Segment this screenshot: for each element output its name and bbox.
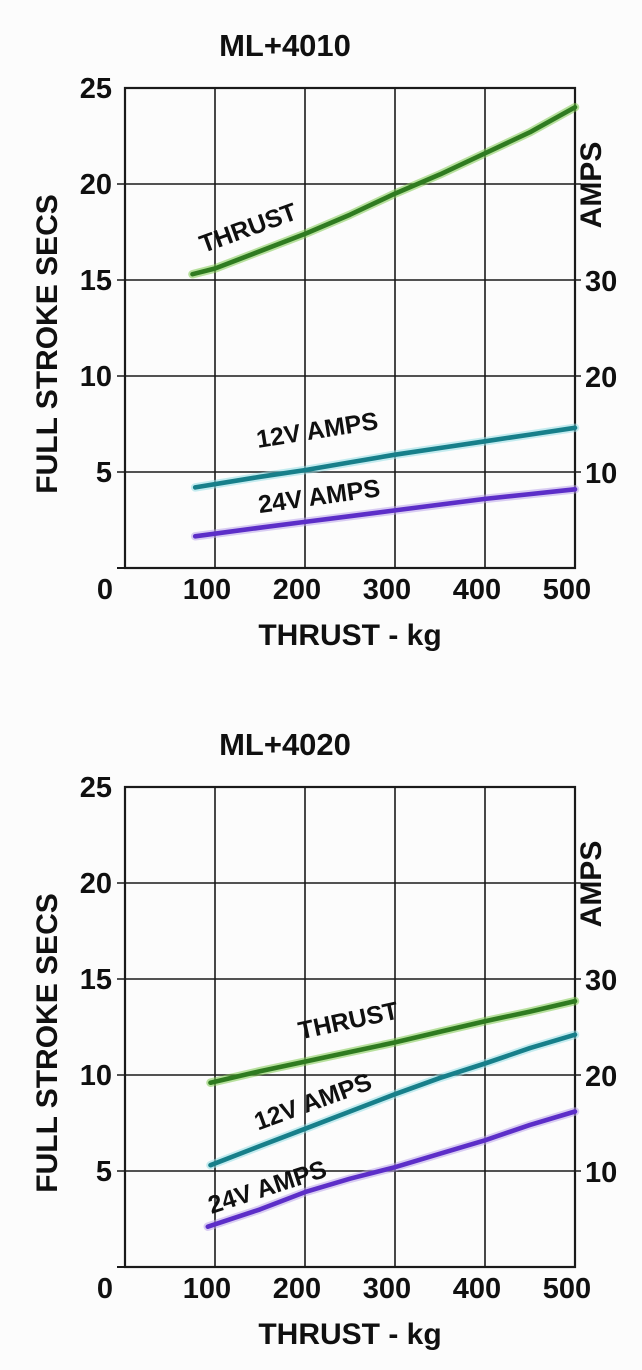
series-line-24v-amps <box>192 487 578 539</box>
y-right-tick-label: 20 <box>585 1061 617 1093</box>
y-left-tick-label: 20 <box>80 169 112 201</box>
x-tick-label: 500 <box>543 1273 591 1305</box>
x-tick-label: 100 <box>183 574 231 606</box>
chart-title: ML+4010 <box>219 28 351 63</box>
y-right-axis-title: AMPS <box>575 841 608 928</box>
x-tick-label: 100 <box>183 1273 231 1305</box>
series-line-12v-amps <box>208 1032 578 1168</box>
x-tick-label: 400 <box>453 574 501 606</box>
chart-canvas: ML+4010 0 100 200 300 400 500 5 10 15 20 25 10 20 30 FU… <box>31 28 618 652</box>
x-tick-label: 200 <box>273 1273 321 1305</box>
x-axis-title: THRUST - kg <box>258 619 441 652</box>
x-tick-label: 300 <box>363 1273 411 1305</box>
y-left-tick-label: 5 <box>96 1156 112 1188</box>
plot-frame <box>123 785 577 1269</box>
x-tick-label: 300 <box>363 574 411 606</box>
y-right-tick-label: 10 <box>585 458 617 490</box>
x-tick-label: 400 <box>453 1273 501 1305</box>
x-tick-label: 200 <box>273 574 321 606</box>
series-line-24v-amps <box>205 1109 578 1229</box>
y-left-tick-label: 10 <box>80 1060 112 1092</box>
y-left-tick-label: 25 <box>80 772 112 804</box>
y-left-tick-label: 15 <box>80 964 112 996</box>
plot-frame <box>123 86 577 570</box>
y-left-tick-label: 25 <box>80 73 112 105</box>
chart-ml4020: ML+4020 0 100 200 300 400 500 5 10 15 20 25 10 20 30 FU… <box>0 685 642 1370</box>
x-axis-title: THRUST - kg <box>258 1318 441 1351</box>
y-left-tick-label: 5 <box>96 457 112 489</box>
chart-ml4010: ML+4010 0 100 200 300 400 500 5 10 15 20 25 10 20 30 FU… <box>31 28 618 652</box>
series-line-thrust <box>208 998 578 1085</box>
y-left-axis-title: FULL STROKE SECS <box>31 893 64 1192</box>
series-line-12v-amps <box>192 425 578 490</box>
y-left-tick-label: 20 <box>80 868 112 900</box>
y-left-axis-title: FULL STROKE SECS <box>31 194 64 493</box>
y-right-tick-label: 30 <box>585 266 617 298</box>
y-right-tick-label: 30 <box>585 965 617 997</box>
y-right-axis-title: AMPS <box>575 142 608 229</box>
chart-title: ML+4020 <box>219 727 351 762</box>
x-tick-label: 0 <box>97 574 113 606</box>
y-right-tick-label: 10 <box>585 1157 617 1189</box>
y-left-tick-label: 15 <box>80 265 112 297</box>
series-line-thrust <box>190 104 578 277</box>
chart-canvas: ML+4020 0 100 200 300 400 500 5 10 15 20 25 10 20 30 FU… <box>0 685 642 1370</box>
y-left-tick-label: 10 <box>80 361 112 393</box>
x-tick-label: 500 <box>543 574 591 606</box>
x-tick-label: 0 <box>97 1273 113 1305</box>
y-right-tick-label: 20 <box>585 362 617 394</box>
